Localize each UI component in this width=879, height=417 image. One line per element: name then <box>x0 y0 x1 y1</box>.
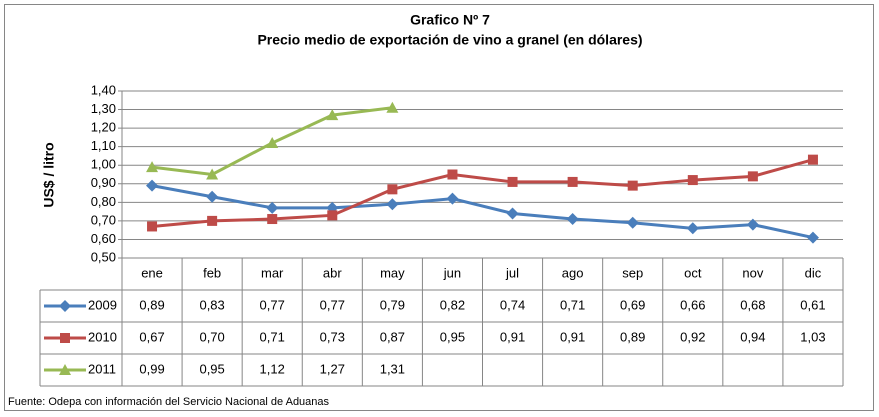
table-value: 0,91 <box>500 329 525 344</box>
table-value: 1,03 <box>800 329 825 344</box>
table-value: 0,89 <box>620 329 645 344</box>
marker <box>266 136 279 148</box>
table-value: 0,82 <box>440 297 465 312</box>
table-value: 1,27 <box>320 361 345 376</box>
marker <box>147 221 158 232</box>
table-value: 0,67 <box>139 329 164 344</box>
x-tick-label: nov <box>742 265 763 280</box>
x-tick-label: may <box>380 265 405 280</box>
marker <box>686 222 699 235</box>
y-tick-label: 0,80 <box>91 194 116 209</box>
marker <box>746 218 759 231</box>
legend-marker <box>59 364 71 375</box>
marker <box>206 168 219 180</box>
x-tick-label: jun <box>443 265 461 280</box>
marker <box>627 180 638 191</box>
table-value: 0,95 <box>199 361 224 376</box>
table-value: 0,83 <box>199 297 224 312</box>
chart-border <box>4 4 874 411</box>
table-value: 0,73 <box>320 329 345 344</box>
marker <box>386 198 399 211</box>
y-tick-label: 0,60 <box>91 231 116 246</box>
marker <box>386 101 399 113</box>
marker <box>327 210 338 221</box>
marker <box>626 216 639 229</box>
y-tick-label: 1,10 <box>91 138 116 153</box>
table-value: 0,69 <box>620 297 645 312</box>
table-value: 0,77 <box>320 297 345 312</box>
marker <box>206 190 219 203</box>
x-tick-label: jul <box>505 265 519 280</box>
y-tick-label: 0,90 <box>91 175 116 190</box>
table-value: 0,68 <box>740 297 765 312</box>
marker <box>446 192 459 205</box>
marker <box>807 154 818 165</box>
marker <box>146 179 159 192</box>
table-value: 1,31 <box>380 361 405 376</box>
table-value: 0,91 <box>560 329 585 344</box>
x-tick-label: feb <box>203 265 221 280</box>
legend-label: 2009 <box>88 297 117 312</box>
x-tick-label: ene <box>141 265 163 280</box>
y-axis-label: US$ / litro <box>41 142 57 207</box>
marker <box>326 109 339 121</box>
table-value: 0,70 <box>199 329 224 344</box>
marker <box>567 176 578 187</box>
y-tick-label: 1,00 <box>91 157 116 172</box>
marker <box>266 201 279 214</box>
table-value: 0,92 <box>680 329 705 344</box>
x-tick-label: ago <box>562 265 584 280</box>
table-value: 0,66 <box>680 297 705 312</box>
source-note: Fuente: Odepa con información del Servic… <box>8 396 330 408</box>
marker <box>506 207 519 220</box>
legend-label: 2011 <box>88 361 116 376</box>
marker <box>267 214 278 225</box>
marker <box>447 169 458 180</box>
y-tick-label: 1,20 <box>91 120 116 135</box>
table-value: 0,99 <box>139 361 164 376</box>
table-value: 0,79 <box>380 297 405 312</box>
legend-marker <box>60 333 70 343</box>
y-tick-label: 0,70 <box>91 212 116 227</box>
marker <box>806 231 819 244</box>
chart-subtitle: Precio medio de exportación de vino a gr… <box>257 32 642 48</box>
table-value: 0,77 <box>260 297 285 312</box>
table-value: 0,94 <box>740 329 765 344</box>
x-tick-label: oct <box>684 265 702 280</box>
table-value: 0,71 <box>260 329 285 344</box>
y-tick-label: 1,30 <box>91 101 116 116</box>
marker <box>387 184 398 195</box>
y-tick-label: 0,50 <box>91 249 116 264</box>
x-tick-label: abr <box>323 265 342 280</box>
marker <box>507 176 518 187</box>
marker <box>687 175 698 186</box>
legend-marker <box>59 300 71 312</box>
legend-label: 2010 <box>88 329 117 344</box>
marker <box>146 161 159 173</box>
chart-title: Grafico Nº 7 <box>410 12 490 28</box>
table-value: 1,12 <box>260 361 285 376</box>
table-value: 0,61 <box>800 297 825 312</box>
x-tick-label: sep <box>622 265 643 280</box>
y-tick-label: 1,40 <box>91 82 116 97</box>
x-tick-label: mar <box>261 265 284 280</box>
series-line <box>151 184 814 240</box>
table-value: 0,74 <box>500 297 525 312</box>
marker <box>207 215 218 226</box>
marker <box>747 171 758 182</box>
x-tick-label: dic <box>805 265 822 280</box>
table-value: 0,89 <box>139 297 164 312</box>
table-value: 0,95 <box>440 329 465 344</box>
table-value: 0,87 <box>380 329 405 344</box>
table-value: 0,71 <box>560 297 585 312</box>
marker <box>566 213 579 226</box>
series-line <box>151 158 814 228</box>
